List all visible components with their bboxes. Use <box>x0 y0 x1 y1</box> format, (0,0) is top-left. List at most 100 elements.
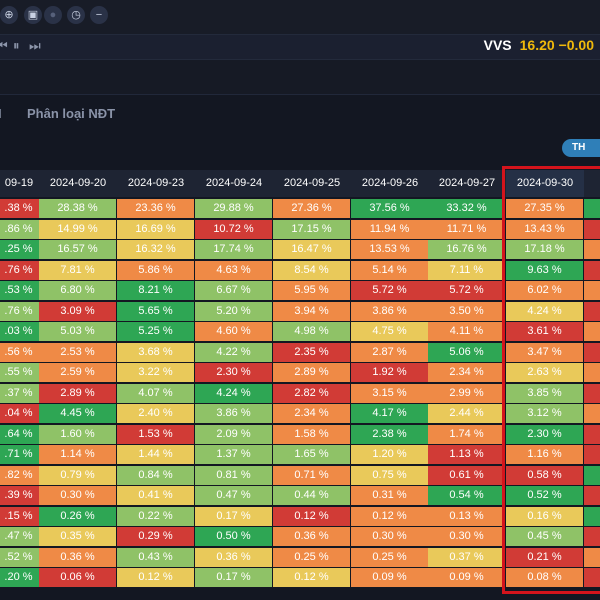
table-cell[interactable] <box>584 281 600 300</box>
table-cell[interactable]: 4.24 % <box>195 383 273 403</box>
table-cell[interactable] <box>584 342 600 362</box>
table-cell[interactable]: 4.22 % <box>195 342 273 362</box>
clock-icon[interactable]: ◷ <box>67 6 85 24</box>
table-cell[interactable]: 0.58 % <box>506 465 584 485</box>
table-cell[interactable]: 0.17 % <box>195 568 273 587</box>
column-header[interactable]: 2024-09-23 <box>127 177 185 189</box>
table-cell[interactable]: 0.26 % <box>39 506 117 526</box>
table-cell[interactable]: 1.13 % <box>428 445 506 464</box>
table-cell[interactable]: 1.44 % <box>117 445 195 464</box>
table-cell[interactable]: 5.72 % <box>351 281 429 300</box>
table-cell[interactable]: 3.09 % <box>39 301 117 321</box>
table-cell[interactable]: 33.32 % <box>428 199 506 218</box>
table-cell[interactable]: 11.71 % <box>428 219 506 239</box>
table-cell[interactable] <box>584 527 600 546</box>
table-cell[interactable]: 3.15 % <box>351 383 429 403</box>
table-cell[interactable]: 8.21 % <box>117 281 195 300</box>
table-cell[interactable]: 1.74 % <box>428 424 506 444</box>
table-cell[interactable] <box>584 301 600 321</box>
table-cell[interactable]: 6.02 % <box>506 281 584 300</box>
table-cell[interactable]: 0.12 % <box>273 568 351 587</box>
table-cell[interactable]: 0.06 % <box>39 568 117 587</box>
table-cell[interactable]: 9.63 % <box>506 260 584 280</box>
table-cell[interactable]: 0.29 % <box>117 527 195 546</box>
table-cell[interactable] <box>584 383 600 403</box>
table-cell[interactable]: 17.18 % <box>506 240 584 259</box>
table-cell[interactable]: 1.92 % <box>351 363 429 382</box>
table-cell[interactable]: 5.25 % <box>117 322 195 341</box>
table-cell[interactable]: 4.24 % <box>506 301 584 321</box>
record-icon[interactable]: ● <box>44 6 62 24</box>
table-cell[interactable]: 29.88 % <box>195 199 273 218</box>
table-cell[interactable]: 1.14 % <box>39 445 117 464</box>
table-cell[interactable]: 0.25 % <box>273 547 351 567</box>
table-cell[interactable]: 0.75 % <box>351 465 429 485</box>
table-cell[interactable]: 5.86 % <box>117 260 195 280</box>
table-cell[interactable]: 0.43 % <box>117 547 195 567</box>
table-cell[interactable]: 1.60 % <box>39 424 117 444</box>
table-cell[interactable]: 23.36 % <box>117 199 195 218</box>
table-cell[interactable]: 2.34 % <box>273 404 351 423</box>
table-cell[interactable]: 0.31 % <box>351 486 429 505</box>
table-cell[interactable] <box>584 486 600 505</box>
table-cell[interactable]: 0.25 % <box>351 547 429 567</box>
table-cell[interactable]: 0.35 % <box>39 527 117 546</box>
table-cell[interactable]: 0.50 % <box>195 527 273 546</box>
table-cell[interactable]: 0.13 % <box>428 506 506 526</box>
table-cell[interactable]: 1.16 % <box>506 445 584 464</box>
table-cell[interactable]: 5.95 % <box>273 281 351 300</box>
table-cell[interactable]: 0.36 % <box>273 527 351 546</box>
table-cell[interactable]: 0.36 % <box>39 547 117 567</box>
table-cell[interactable]: 0.36 % <box>195 547 273 567</box>
table-cell[interactable] <box>584 199 600 218</box>
column-header[interactable]: 2024-09-27 <box>438 177 496 189</box>
table-cell[interactable]: 1.37 % <box>195 445 273 464</box>
table-cell[interactable]: 0.45 % <box>506 527 584 546</box>
table-cell[interactable]: 27.36 % <box>273 199 351 218</box>
table-cell[interactable]: 0.84 % <box>117 465 195 485</box>
table-cell[interactable]: 1.58 % <box>273 424 351 444</box>
table-cell[interactable]: 0.22 % <box>117 506 195 526</box>
table-cell[interactable]: 2.44 % <box>428 404 506 423</box>
skip-back-icon[interactable]: ⏮ <box>0 38 8 53</box>
table-cell[interactable] <box>584 404 600 423</box>
table-cell[interactable] <box>584 260 600 280</box>
table-cell[interactable]: 0.41 % <box>117 486 195 505</box>
table-cell[interactable] <box>584 568 600 587</box>
table-cell[interactable]: 1.65 % <box>273 445 351 464</box>
table-cell[interactable]: 2.35 % <box>273 342 351 362</box>
table-cell[interactable]: 3.86 % <box>351 301 429 321</box>
table-cell[interactable]: 0.12 % <box>351 506 429 526</box>
action-pill-button[interactable]: TH <box>562 139 600 157</box>
table-cell[interactable]: 3.61 % <box>506 322 584 341</box>
table-cell[interactable]: 2.89 % <box>273 363 351 382</box>
table-cell[interactable]: 2.89 % <box>39 383 117 403</box>
table-cell[interactable] <box>584 363 600 382</box>
table-cell[interactable]: 16.47 % <box>273 240 351 259</box>
table-cell[interactable]: 5.14 % <box>351 260 429 280</box>
table-cell[interactable]: 6.80 % <box>39 281 117 300</box>
table-cell[interactable]: 7.11 % <box>428 260 506 280</box>
table-cell[interactable]: 16.69 % <box>117 219 195 239</box>
table-cell[interactable]: 17.74 % <box>195 240 273 259</box>
table-cell[interactable]: 1.20 % <box>351 445 429 464</box>
table-cell[interactable]: 2.30 % <box>506 424 584 444</box>
table-cell[interactable]: 3.12 % <box>506 404 584 423</box>
table-cell[interactable]: 2.87 % <box>351 342 429 362</box>
table-cell[interactable]: 6.67 % <box>195 281 273 300</box>
table-cell[interactable]: 5.65 % <box>117 301 195 321</box>
table-cell[interactable] <box>584 506 600 526</box>
table-cell[interactable]: 1.53 % <box>117 424 195 444</box>
table-cell[interactable]: 0.30 % <box>39 486 117 505</box>
table-cell[interactable]: 13.43 % <box>506 219 584 239</box>
table-cell[interactable]: 2.09 % <box>195 424 273 444</box>
table-cell[interactable]: 4.60 % <box>195 322 273 341</box>
column-header[interactable]: 2024-09-30 <box>506 170 584 197</box>
table-cell[interactable]: 0.44 % <box>273 486 351 505</box>
table-cell[interactable]: 0.30 % <box>351 527 429 546</box>
table-cell[interactable]: 5.20 % <box>195 301 273 321</box>
table-cell[interactable]: 2.82 % <box>273 383 351 403</box>
table-cell[interactable]: 16.76 % <box>428 240 506 259</box>
table-cell[interactable]: 0.16 % <box>506 506 584 526</box>
zoom-icon[interactable]: ⊕ <box>0 6 18 24</box>
